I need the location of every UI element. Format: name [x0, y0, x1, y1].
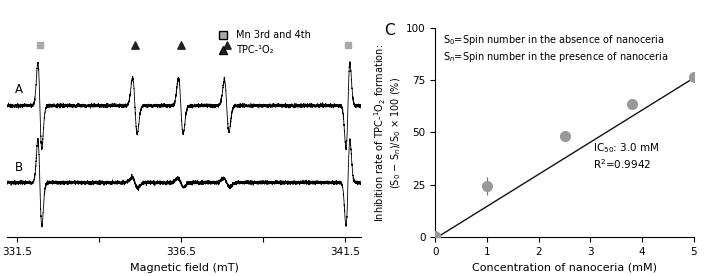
Text: S$_0$=Spin number in the absence of nanoceria: S$_0$=Spin number in the absence of nano…: [443, 33, 665, 47]
Point: [130, 43, 141, 47]
X-axis label: Magnetic field (mT): Magnetic field (mT): [130, 263, 239, 273]
Point: [221, 43, 232, 47]
Legend: Mn 3rd and 4th, TPC-¹O₂: Mn 3rd and 4th, TPC-¹O₂: [213, 30, 311, 55]
Y-axis label: Inhibition rate of TPC-$^1$O$_2$ formation:
(S$_0$ $-$ S$_n$)/S$_0$ × 100 (%): Inhibition rate of TPC-$^1$O$_2$ formati…: [372, 43, 404, 222]
Text: C: C: [384, 23, 394, 38]
Text: B: B: [16, 161, 23, 174]
Point: [342, 43, 353, 47]
Text: IC$_{50}$: 3.0 mM
R$^2$=0.9942: IC$_{50}$: 3.0 mM R$^2$=0.9942: [593, 141, 660, 171]
Point: [34, 43, 45, 47]
Text: S$_n$=Spin number in the presence of nanoceria: S$_n$=Spin number in the presence of nan…: [443, 50, 669, 64]
X-axis label: Concentration of nanoceria (mM): Concentration of nanoceria (mM): [472, 263, 657, 273]
Point: [175, 43, 186, 47]
Text: A: A: [16, 83, 23, 96]
